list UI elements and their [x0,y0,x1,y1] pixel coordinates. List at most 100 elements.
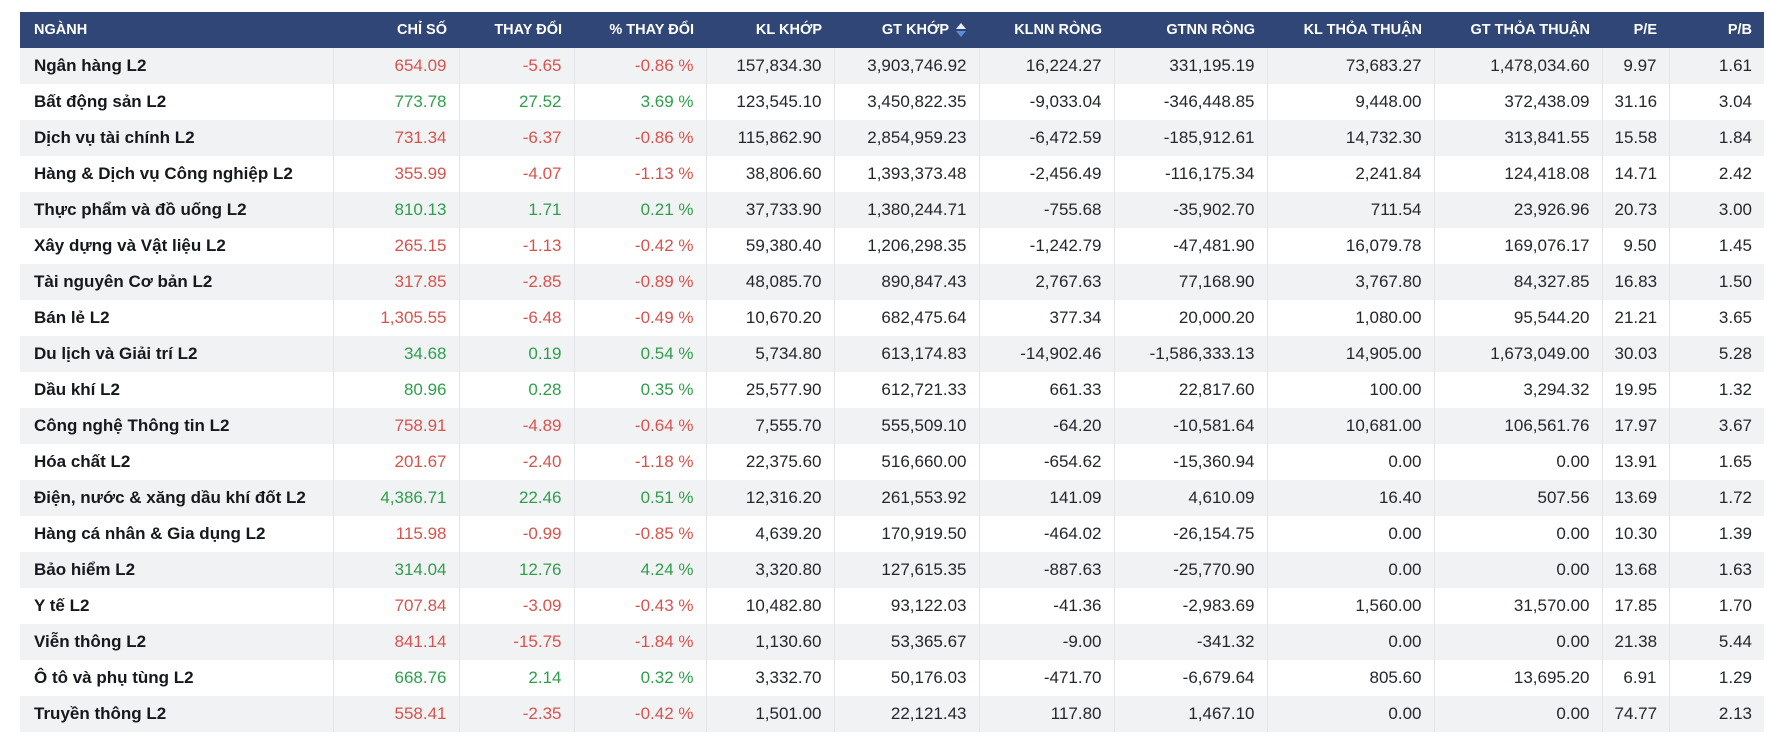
cell-gt_tt: 23,926.96 [1433,192,1602,228]
cell-index: 773.78 [332,84,459,120]
cell-klnn: 16,224.27 [978,48,1114,84]
cell-pb: 1.50 [1668,264,1764,300]
cell-change: -0.99 [458,516,574,552]
sector-name-cell[interactable]: Hóa chất L2 [20,444,333,480]
sector-name-cell[interactable]: Bảo hiểm L2 [20,552,333,588]
cell-klnn: 141.09 [978,480,1114,516]
cell-klnn: -464.02 [978,516,1114,552]
cell-index: 810.13 [332,192,459,228]
column-header-kl_tt[interactable]: KL THỎA THUẬN [1267,12,1434,48]
column-header-index[interactable]: CHỈ SỐ [333,12,459,48]
cell-pe: 16.83 [1601,264,1669,300]
table-row[interactable]: Điện, nước & xăng dầu khí đốt L2 4,386.71… [20,480,1764,516]
table-row[interactable]: Hàng & Dịch vụ Công nghiệp L2 355.99 -4.07… [20,156,1764,192]
cell-gtnn: -116,175.34 [1113,156,1267,192]
sector-name-cell[interactable]: Dầu khí L2 [20,372,333,408]
table-row[interactable]: Ngân hàng L2 654.09 -5.65 -0.86 % 157,834.30… [20,48,1764,84]
column-header-gtnn[interactable]: GTNN RÒNG [1114,12,1267,48]
cell-kl_tt: 2,241.84 [1266,156,1434,192]
cell-gt_khop: 22,121.43 [833,696,979,732]
table-row[interactable]: Dầu khí L2 80.96 0.28 0.35 % 25,577.90 612,72… [20,372,1764,408]
cell-pb: 1.61 [1668,48,1764,84]
sector-name-cell[interactable]: Điện, nước & xăng dầu khí đốt L2 [20,480,333,516]
cell-pb: 5.28 [1668,336,1764,372]
table-row[interactable]: Du lịch và Giải trí L2 34.68 0.19 0.54 % 5,7… [20,336,1764,372]
cell-gt_khop: 1,206,298.35 [833,228,979,264]
column-header-name[interactable]: NGÀNH [20,12,333,48]
column-header-kl_khop[interactable]: KL KHỚP [706,12,834,48]
cell-gtnn: 1,467.10 [1113,696,1267,732]
cell-index: 758.91 [332,408,459,444]
sort-icon[interactable] [956,23,967,38]
cell-change: -4.89 [458,408,574,444]
sector-name-cell[interactable]: Tài nguyên Cơ bản L2 [20,264,333,300]
cell-pct: -0.49 % [573,300,706,336]
sector-name-cell[interactable]: Truyền thông L2 [20,696,333,732]
sector-name-cell[interactable]: Thực phẩm và đồ uống L2 [20,192,333,228]
cell-klnn: 661.33 [978,372,1114,408]
cell-klnn: -755.68 [978,192,1114,228]
table-row[interactable]: Tài nguyên Cơ bản L2 317.85 -2.85 -0.89 % 48… [20,264,1764,300]
cell-pct: -1.13 % [573,156,706,192]
table-row[interactable]: Viễn thông L2 841.14 -15.75 -1.84 % 1,130.60… [20,624,1764,660]
sector-name-cell[interactable]: Viễn thông L2 [20,624,333,660]
cell-gt_khop: 93,122.03 [833,588,979,624]
column-header-klnn[interactable]: KLNN RÒNG [979,12,1114,48]
cell-kl_tt: 711.54 [1266,192,1434,228]
cell-change: 2.14 [458,660,574,696]
table-row[interactable]: Bảo hiểm L2 314.04 12.76 4.24 % 3,320.80 127,… [20,552,1764,588]
table-row[interactable]: Hàng cá nhân & Gia dụng L2 115.98 -0.99 -0.… [20,516,1764,552]
column-header-change[interactable]: THAY ĐỔI [459,12,574,48]
table-row[interactable]: Xây dựng và Vật liệu L2 265.15 -1.13 -0.42 … [20,228,1764,264]
table-row[interactable]: Thực phẩm và đồ uống L2 810.13 1.71 0.21 % 3… [20,192,1764,228]
table-row[interactable]: Dịch vụ tài chính L2 731.34 -6.37 -0.86 % 11… [20,120,1764,156]
sector-name-cell[interactable]: Ô tô và phụ tùng L2 [20,660,333,696]
cell-gtnn: -2,983.69 [1113,588,1267,624]
cell-gt_khop: 682,475.64 [833,300,979,336]
sector-name-cell[interactable]: Bán lẻ L2 [20,300,333,336]
sector-name-cell[interactable]: Dịch vụ tài chính L2 [20,120,333,156]
cell-kl_tt: 1,560.00 [1266,588,1434,624]
sector-name-cell[interactable]: Du lịch và Giải trí L2 [20,336,333,372]
cell-pct: 0.32 % [573,660,706,696]
sector-name-cell[interactable]: Ngân hàng L2 [20,48,333,84]
cell-kl_khop: 3,320.80 [705,552,834,588]
column-header-gt_tt[interactable]: GT THỎA THUẬN [1434,12,1602,48]
cell-pct: -0.42 % [573,696,706,732]
cell-kl_tt: 805.60 [1266,660,1434,696]
cell-change: -6.37 [458,120,574,156]
sector-name-cell[interactable]: Hàng & Dịch vụ Công nghiệp L2 [20,156,333,192]
sector-name-cell[interactable]: Y tế L2 [20,588,333,624]
cell-pct: -0.43 % [573,588,706,624]
sector-name-cell[interactable]: Hàng cá nhân & Gia dụng L2 [20,516,333,552]
cell-pct: -1.84 % [573,624,706,660]
table-row[interactable]: Bất động sản L2 773.78 27.52 3.69 % 123,545.… [20,84,1764,120]
cell-pe: 21.21 [1601,300,1669,336]
cell-klnn: 117.80 [978,696,1114,732]
sector-name-cell[interactable]: Bất động sản L2 [20,84,333,120]
table-row[interactable]: Y tế L2 707.84 -3.09 -0.43 % 10,482.80 93,122… [20,588,1764,624]
table-row[interactable]: Công nghệ Thông tin L2 758.91 -4.89 -0.64 %… [20,408,1764,444]
cell-klnn: -471.70 [978,660,1114,696]
sector-name-cell[interactable]: Công nghệ Thông tin L2 [20,408,333,444]
column-header-pe[interactable]: P/E [1602,12,1669,48]
cell-pb: 1.70 [1668,588,1764,624]
column-header-gt_khop[interactable]: GT KHỚP [834,12,979,48]
cell-kl_khop: 22,375.60 [705,444,834,480]
sector-name-cell[interactable]: Xây dựng và Vật liệu L2 [20,228,333,264]
cell-kl_tt: 9,448.00 [1266,84,1434,120]
column-header-pct[interactable]: % THAY ĐỔI [574,12,706,48]
cell-pe: 20.73 [1601,192,1669,228]
cell-gt_khop: 1,393,373.48 [833,156,979,192]
table-row[interactable]: Ô tô và phụ tùng L2 668.76 2.14 0.32 % 3,332… [20,660,1764,696]
cell-gt_khop: 555,509.10 [833,408,979,444]
cell-pe: 17.85 [1601,588,1669,624]
table-row[interactable]: Bán lẻ L2 1,305.55 -6.48 -0.49 % 10,670.20 68… [20,300,1764,336]
table-row[interactable]: Truyền thông L2 558.41 -2.35 -0.42 % 1,501.0… [20,696,1764,732]
cell-gtnn: -6,679.64 [1113,660,1267,696]
cell-kl_khop: 123,545.10 [705,84,834,120]
sector-table: NGÀNH CHỈ SỐ THAY ĐỔI % THAY ĐỔI KL KHỚP GT K… [20,12,1764,732]
column-header-pb[interactable]: P/B [1669,12,1764,48]
table-row[interactable]: Hóa chất L2 201.67 -2.40 -1.18 % 22,375.60 51… [20,444,1764,480]
cell-gt_khop: 3,450,822.35 [833,84,979,120]
